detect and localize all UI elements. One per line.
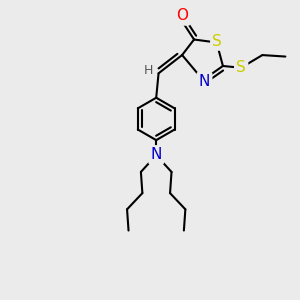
Text: S: S: [236, 60, 246, 75]
Text: H: H: [144, 64, 153, 77]
Text: N: N: [199, 74, 210, 89]
Text: N: N: [151, 147, 162, 162]
Text: S: S: [212, 34, 222, 49]
Text: O: O: [176, 8, 188, 23]
